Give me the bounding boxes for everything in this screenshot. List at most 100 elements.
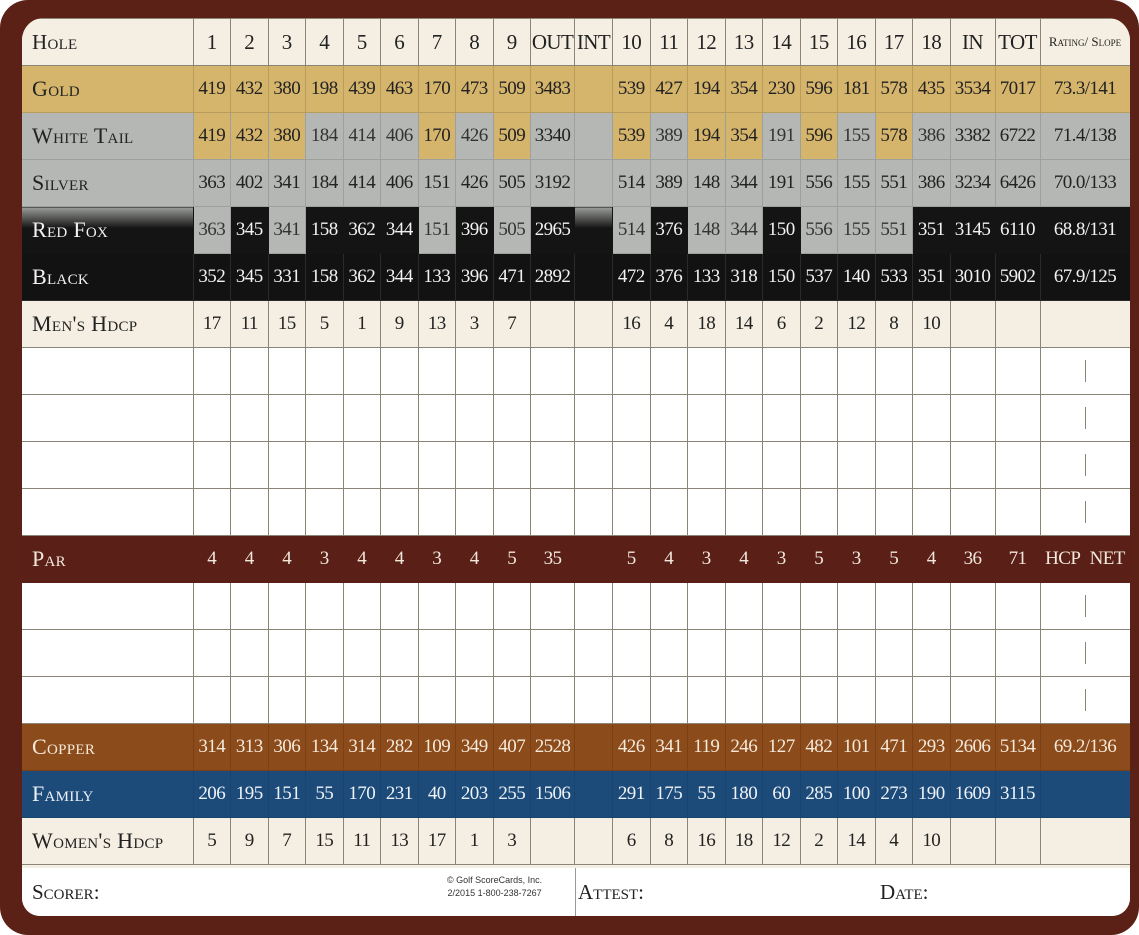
player-score-row[interactable]: [22, 394, 1130, 442]
score-cell[interactable]: [380, 347, 419, 395]
score-cell[interactable]: [874, 629, 913, 677]
score-cell[interactable]: [417, 488, 456, 536]
score-cell[interactable]: [724, 347, 763, 395]
score-cell[interactable]: [530, 582, 575, 630]
score-cell[interactable]: [342, 394, 381, 442]
hcp-net-cell-hcp[interactable]: [1041, 407, 1085, 429]
score-cell[interactable]: [455, 629, 494, 677]
score-cell[interactable]: [530, 347, 575, 395]
score-cell[interactable]: [724, 582, 763, 630]
score-cell[interactable]: [762, 676, 801, 724]
score-cell[interactable]: [305, 629, 344, 677]
player-score-row[interactable]: [22, 676, 1130, 724]
score-cell[interactable]: [724, 629, 763, 677]
score-cell[interactable]: [574, 582, 613, 630]
score-cell[interactable]: [267, 582, 306, 630]
score-cell[interactable]: [687, 488, 726, 536]
score-cell[interactable]: [799, 676, 838, 724]
score-cell[interactable]: [687, 582, 726, 630]
player-score-row[interactable]: [22, 441, 1130, 489]
score-cell[interactable]: [192, 394, 231, 442]
hcp-net-cell-hcp[interactable]: [1041, 501, 1085, 523]
score-cell[interactable]: [305, 441, 344, 489]
score-cell[interactable]: [530, 394, 575, 442]
score-cell[interactable]: [492, 394, 531, 442]
hcp-net-cell-net[interactable]: [1085, 689, 1129, 711]
score-cell[interactable]: [192, 582, 231, 630]
score-cell[interactable]: [455, 347, 494, 395]
score-cell[interactable]: [799, 488, 838, 536]
score-cell[interactable]: [837, 488, 876, 536]
hcp-net-cell-net[interactable]: [1085, 501, 1129, 523]
score-cell[interactable]: [574, 488, 613, 536]
score-cell[interactable]: [994, 441, 1041, 489]
score-cell[interactable]: [380, 488, 419, 536]
score-cell[interactable]: [799, 441, 838, 489]
score-cell[interactable]: [837, 394, 876, 442]
score-cell[interactable]: [612, 347, 651, 395]
score-cell[interactable]: [492, 676, 531, 724]
score-cell[interactable]: [417, 347, 456, 395]
score-cell[interactable]: [874, 676, 913, 724]
score-cell[interactable]: [762, 488, 801, 536]
hcp-net-cell-net[interactable]: [1085, 407, 1129, 429]
score-cell[interactable]: [799, 582, 838, 630]
score-cell[interactable]: [230, 394, 269, 442]
score-cell[interactable]: [455, 582, 494, 630]
score-cell[interactable]: [949, 441, 996, 489]
score-cell[interactable]: [612, 441, 651, 489]
score-cell[interactable]: [612, 676, 651, 724]
player-score-row[interactable]: [22, 629, 1130, 677]
score-cell[interactable]: [994, 347, 1041, 395]
score-cell[interactable]: [762, 394, 801, 442]
score-cell[interactable]: [230, 629, 269, 677]
score-cell[interactable]: [417, 676, 456, 724]
score-cell[interactable]: [837, 676, 876, 724]
score-cell[interactable]: [192, 347, 231, 395]
player-name-cell[interactable]: [22, 394, 194, 442]
score-cell[interactable]: [762, 582, 801, 630]
score-cell[interactable]: [342, 488, 381, 536]
score-cell[interactable]: [230, 488, 269, 536]
score-cell[interactable]: [687, 347, 726, 395]
score-cell[interactable]: [380, 582, 419, 630]
score-cell[interactable]: [267, 488, 306, 536]
player-name-cell[interactable]: [22, 582, 194, 630]
score-cell[interactable]: [492, 347, 531, 395]
score-cell[interactable]: [530, 676, 575, 724]
score-cell[interactable]: [837, 347, 876, 395]
score-cell[interactable]: [267, 441, 306, 489]
player-name-cell[interactable]: [22, 629, 194, 677]
score-cell[interactable]: [305, 394, 344, 442]
score-cell[interactable]: [912, 394, 951, 442]
score-cell[interactable]: [837, 582, 876, 630]
score-cell[interactable]: [380, 676, 419, 724]
score-cell[interactable]: [724, 441, 763, 489]
score-cell[interactable]: [530, 629, 575, 677]
hcp-net-cell-hcp[interactable]: [1041, 360, 1085, 382]
score-cell[interactable]: [305, 347, 344, 395]
score-cell[interactable]: [342, 582, 381, 630]
score-cell[interactable]: [837, 441, 876, 489]
score-cell[interactable]: [192, 629, 231, 677]
score-cell[interactable]: [912, 582, 951, 630]
score-cell[interactable]: [492, 488, 531, 536]
score-cell[interactable]: [762, 629, 801, 677]
score-cell[interactable]: [455, 676, 494, 724]
score-cell[interactable]: [912, 676, 951, 724]
score-cell[interactable]: [912, 488, 951, 536]
player-name-cell[interactable]: [22, 676, 194, 724]
score-cell[interactable]: [455, 488, 494, 536]
score-cell[interactable]: [342, 347, 381, 395]
score-cell[interactable]: [612, 394, 651, 442]
score-cell[interactable]: [574, 394, 613, 442]
score-cell[interactable]: [305, 676, 344, 724]
score-cell[interactable]: [949, 629, 996, 677]
player-score-row[interactable]: [22, 488, 1130, 536]
score-cell[interactable]: [837, 629, 876, 677]
score-cell[interactable]: [192, 676, 231, 724]
score-cell[interactable]: [530, 488, 575, 536]
score-cell[interactable]: [192, 488, 231, 536]
score-cell[interactable]: [492, 441, 531, 489]
score-cell[interactable]: [192, 441, 231, 489]
